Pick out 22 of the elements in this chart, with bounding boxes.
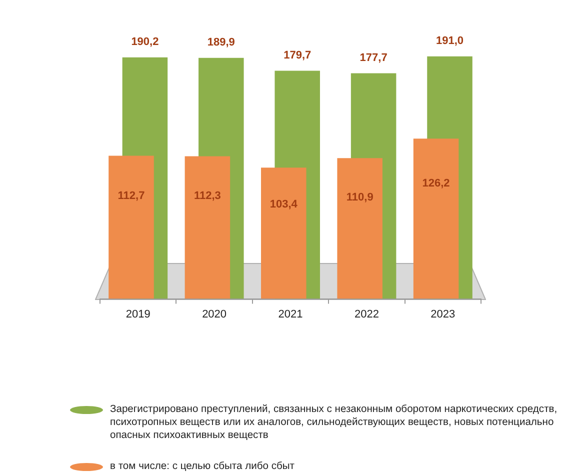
bar — [108, 156, 154, 299]
data-label: 179,7 — [284, 49, 312, 62]
data-label: 112,3 — [194, 190, 221, 202]
x-tick-label: 2019 — [126, 308, 150, 320]
data-label: 191,0 — [436, 34, 464, 47]
data-label: 103,4 — [270, 198, 298, 210]
x-tick-label: 2022 — [354, 308, 379, 320]
bar — [184, 156, 230, 299]
bar — [337, 158, 382, 299]
data-label: 112,7 — [118, 190, 145, 202]
bar — [261, 168, 306, 299]
x-tick-label: 2020 — [202, 308, 227, 320]
data-label: 110,9 — [346, 192, 374, 204]
data-label: 177,7 — [360, 52, 388, 64]
x-tick-label: 2021 — [278, 308, 303, 320]
data-label: 126,2 — [422, 178, 450, 190]
data-label: 190,2 — [131, 36, 159, 48]
legend-label: Зарегистрировано преступлений, связанных с незаконным оборотом наркотических средств, психотропных веществ или их аналогов, сильнодействующих веществ, новых потенциально опасных психоактивных веществ — [110, 403, 558, 442]
data-label: 189,9 — [207, 36, 235, 48]
x-tick-label: 2023 — [430, 308, 456, 320]
bar — [413, 138, 459, 299]
legend-label: в том числе: с целью сбыта либо сбыт — [110, 460, 296, 473]
